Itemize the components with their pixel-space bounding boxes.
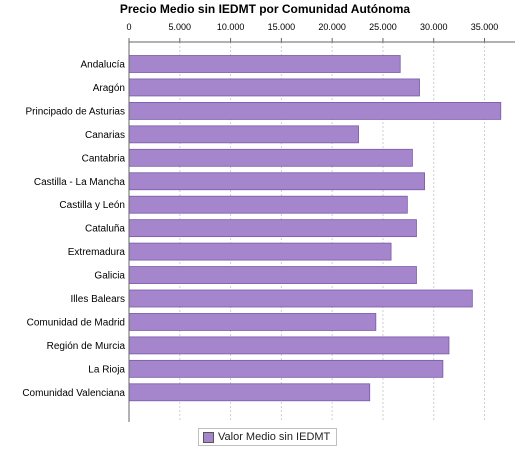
x-tick-label: 0 [126, 22, 131, 32]
category-label: Principado de Asturias [25, 106, 125, 117]
chart-title: Precio Medio sin IEDMT por Comunidad Aut… [120, 2, 411, 16]
category-label: La Rioja [88, 364, 125, 375]
x-tick-label: 35.000 [471, 22, 499, 32]
legend: Valor Medio sin IEDMT [198, 428, 338, 446]
legend-label: Valor Medio sin IEDMT [218, 431, 331, 443]
category-label: Castilla y León [59, 200, 125, 211]
category-label: Comunidad Valenciana [22, 388, 125, 399]
x-tick-label: 15.000 [268, 22, 296, 32]
category-label: Comunidad de Madrid [27, 317, 125, 328]
bar [128, 195, 408, 214]
bar [128, 359, 444, 378]
bar [128, 289, 473, 308]
bar [128, 266, 417, 284]
bar [128, 125, 359, 144]
bars [128, 55, 502, 402]
bar [128, 55, 401, 73]
category-labels: Andalucía Aragón Principado de Asturias Can… [22, 60, 125, 399]
bar [128, 172, 425, 191]
category-label: Cantabria [82, 153, 126, 164]
x-tick-label: 30.000 [420, 22, 448, 32]
x-tick-label: 10.000 [217, 22, 245, 32]
category-label: Cataluña [85, 224, 125, 235]
category-label: Illes Balears [71, 294, 125, 305]
x-tick-label: 5.000 [169, 22, 192, 32]
bar [128, 102, 502, 120]
bar [128, 383, 371, 402]
bar [128, 78, 420, 97]
category-label: Galicia [94, 271, 125, 282]
bar [128, 148, 413, 167]
bar [128, 242, 392, 261]
category-label: Extremadura [68, 247, 126, 258]
category-label: Región de Murcia [47, 341, 126, 352]
bar [128, 219, 417, 238]
legend-swatch [203, 431, 214, 443]
category-label: Aragón [93, 83, 125, 94]
x-axis-ticks: 0 5.000 10.000 15.000 20.000 25.000 30.000 35.0… [126, 22, 498, 42]
category-label: Andalucía [81, 60, 126, 71]
bar [128, 313, 377, 331]
axes [128, 41, 515, 422]
category-label: Canarias [85, 130, 125, 141]
category-label: Castilla - La Mancha [34, 177, 126, 188]
x-tick-label: 20.000 [318, 22, 346, 32]
x-tick-label: 25.000 [369, 22, 397, 32]
bar [128, 336, 450, 355]
